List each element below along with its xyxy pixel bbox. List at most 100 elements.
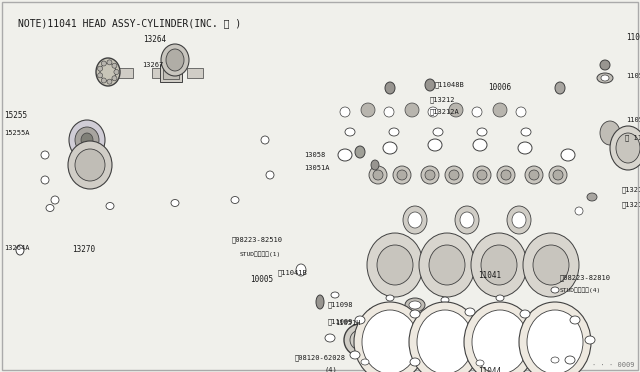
- Ellipse shape: [112, 76, 117, 81]
- Ellipse shape: [266, 171, 274, 179]
- Ellipse shape: [616, 133, 640, 163]
- Ellipse shape: [417, 310, 473, 372]
- Polygon shape: [335, 106, 357, 122]
- Text: 13058: 13058: [304, 152, 325, 158]
- Ellipse shape: [521, 128, 531, 136]
- Ellipse shape: [409, 302, 481, 372]
- Ellipse shape: [354, 302, 426, 372]
- Ellipse shape: [551, 287, 559, 293]
- Polygon shape: [354, 100, 383, 122]
- Ellipse shape: [410, 358, 420, 366]
- Text: ⒲08120-62028: ⒲08120-62028: [295, 355, 346, 361]
- Ellipse shape: [551, 357, 559, 363]
- Ellipse shape: [41, 151, 49, 159]
- Ellipse shape: [419, 233, 475, 297]
- Polygon shape: [315, 140, 358, 168]
- Ellipse shape: [565, 356, 575, 364]
- Polygon shape: [315, 178, 358, 206]
- Ellipse shape: [316, 295, 324, 309]
- Ellipse shape: [338, 149, 352, 161]
- Bar: [152, 68, 168, 78]
- Text: 13270: 13270: [72, 246, 95, 254]
- Ellipse shape: [98, 66, 102, 71]
- Ellipse shape: [512, 212, 526, 228]
- Ellipse shape: [493, 103, 507, 117]
- Ellipse shape: [106, 202, 114, 209]
- Text: ※11098: ※11098: [328, 302, 353, 308]
- Ellipse shape: [345, 128, 355, 136]
- Text: 11051H: 11051H: [335, 320, 360, 326]
- Polygon shape: [570, 254, 590, 281]
- Text: 11044: 11044: [479, 368, 502, 372]
- Ellipse shape: [340, 107, 350, 117]
- Ellipse shape: [296, 264, 306, 276]
- Ellipse shape: [471, 233, 527, 297]
- Ellipse shape: [428, 107, 438, 117]
- Ellipse shape: [429, 245, 465, 285]
- Polygon shape: [25, 80, 290, 210]
- Ellipse shape: [465, 308, 475, 316]
- Ellipse shape: [385, 313, 395, 323]
- Ellipse shape: [473, 166, 491, 184]
- Polygon shape: [305, 85, 590, 300]
- Ellipse shape: [575, 207, 583, 215]
- Text: ※11048B: ※11048B: [435, 82, 465, 88]
- Text: ※13213: ※13213: [622, 187, 640, 193]
- Text: 13264A: 13264A: [4, 245, 29, 251]
- Text: (4): (4): [325, 367, 338, 372]
- Ellipse shape: [501, 170, 511, 180]
- Polygon shape: [570, 140, 590, 167]
- Text: ※11041B: ※11041B: [278, 270, 308, 276]
- Ellipse shape: [472, 310, 528, 372]
- Ellipse shape: [98, 73, 102, 78]
- Ellipse shape: [350, 351, 360, 359]
- Ellipse shape: [75, 149, 105, 181]
- Ellipse shape: [523, 233, 579, 297]
- Polygon shape: [486, 100, 515, 122]
- Ellipse shape: [75, 127, 99, 153]
- Text: 10006: 10006: [488, 83, 511, 93]
- Text: ※13212: ※13212: [430, 97, 456, 103]
- Text: 11051H: 11051H: [626, 117, 640, 123]
- Ellipse shape: [355, 316, 365, 324]
- Ellipse shape: [371, 160, 379, 170]
- Ellipse shape: [373, 170, 383, 180]
- Ellipse shape: [403, 206, 427, 234]
- Text: STUDスタッド(4): STUDスタッド(4): [560, 287, 601, 293]
- Ellipse shape: [331, 292, 339, 298]
- Text: ※13212A: ※13212A: [622, 202, 640, 208]
- Text: 11041: 11041: [479, 270, 502, 279]
- Ellipse shape: [397, 170, 407, 180]
- Ellipse shape: [496, 295, 504, 301]
- Ellipse shape: [405, 103, 419, 117]
- Polygon shape: [30, 110, 55, 210]
- Bar: [160, 64, 182, 82]
- Ellipse shape: [385, 82, 395, 94]
- Polygon shape: [90, 74, 240, 112]
- Ellipse shape: [525, 166, 543, 184]
- Ellipse shape: [610, 126, 640, 170]
- Ellipse shape: [69, 120, 105, 160]
- Ellipse shape: [101, 78, 106, 83]
- Ellipse shape: [464, 302, 536, 372]
- Text: 13051A: 13051A: [304, 165, 330, 171]
- Text: 10005: 10005: [250, 276, 273, 285]
- Polygon shape: [60, 60, 265, 115]
- Polygon shape: [25, 185, 290, 215]
- Ellipse shape: [516, 107, 526, 117]
- Text: 13267: 13267: [142, 62, 163, 68]
- Text: 11056: 11056: [626, 33, 640, 42]
- Ellipse shape: [51, 196, 59, 204]
- Ellipse shape: [409, 301, 421, 309]
- Ellipse shape: [477, 170, 487, 180]
- Polygon shape: [315, 216, 358, 244]
- Ellipse shape: [171, 199, 179, 206]
- Ellipse shape: [425, 79, 435, 91]
- Ellipse shape: [96, 58, 120, 86]
- Ellipse shape: [527, 310, 583, 372]
- Polygon shape: [570, 178, 590, 205]
- Polygon shape: [467, 106, 489, 122]
- Ellipse shape: [428, 321, 438, 329]
- Text: 15255A: 15255A: [4, 130, 29, 136]
- Polygon shape: [318, 84, 555, 128]
